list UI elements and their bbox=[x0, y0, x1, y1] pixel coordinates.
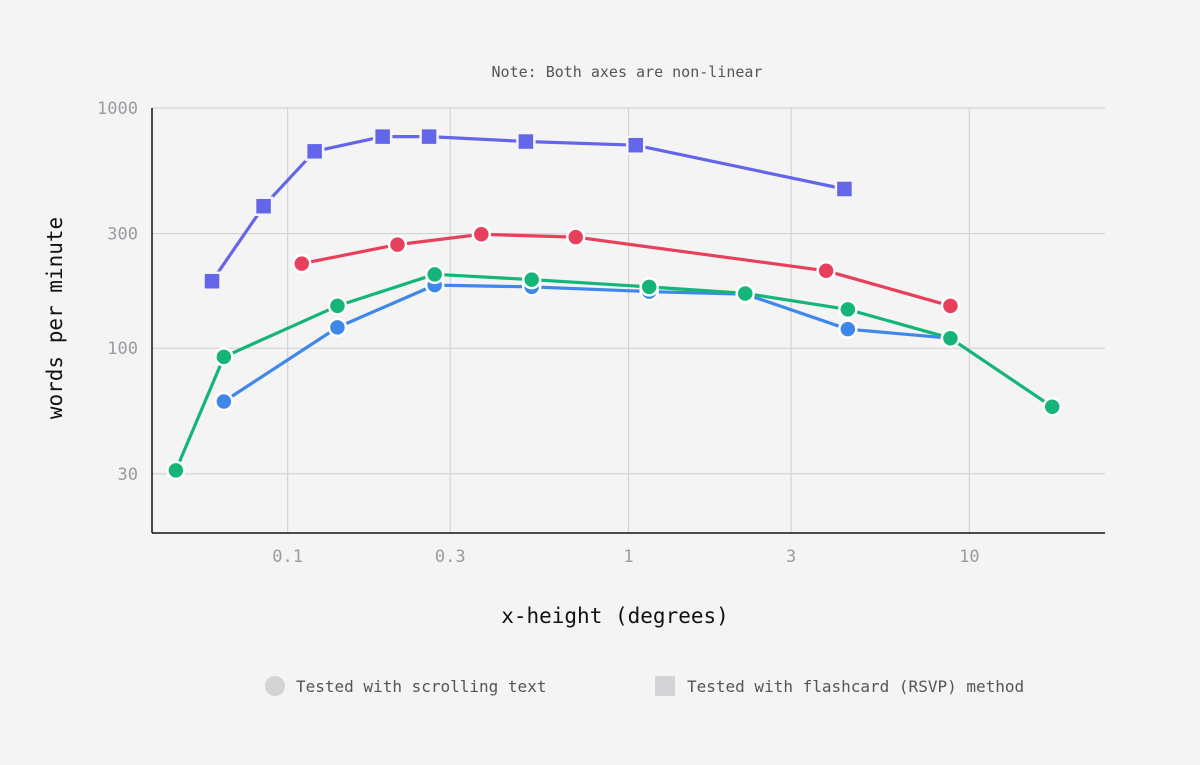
data-point-circle bbox=[166, 460, 186, 481]
tick-labels: 30 100 300 1000 0.1 0.3 1 3 10 bbox=[97, 99, 980, 567]
data-point-circle bbox=[424, 264, 445, 285]
series-1 bbox=[202, 126, 855, 291]
legend-label: Tested with flashcard (RSVP) method bbox=[687, 677, 1024, 696]
x-tick-label: 3 bbox=[786, 547, 796, 567]
legend-item-square: Tested with flashcard (RSVP) method bbox=[655, 676, 1024, 696]
data-point-circle bbox=[327, 296, 348, 316]
data-point-square bbox=[253, 196, 274, 216]
data-point-square bbox=[419, 126, 439, 147]
y-axis-title: words per minute bbox=[43, 217, 67, 419]
data-point-circle bbox=[940, 296, 961, 316]
series-2 bbox=[292, 224, 961, 316]
data-point-circle bbox=[940, 328, 961, 348]
series-4 bbox=[166, 264, 1062, 481]
data-point-square bbox=[625, 135, 646, 155]
series-3 bbox=[214, 275, 961, 412]
data-point-circle bbox=[327, 317, 348, 338]
series-line bbox=[300, 232, 953, 308]
y-tick-label: 100 bbox=[107, 339, 138, 359]
legend-square-icon bbox=[655, 676, 675, 696]
x-tick-label: 10 bbox=[959, 547, 979, 567]
data-point-circle bbox=[292, 253, 312, 274]
data-point-circle bbox=[214, 347, 234, 367]
data-point-circle bbox=[214, 391, 234, 412]
x-tick-label: 0.3 bbox=[435, 547, 466, 567]
data-point-circle bbox=[838, 299, 858, 320]
data-point-circle bbox=[639, 277, 659, 297]
data-point-circle bbox=[1042, 397, 1062, 417]
data-point-square bbox=[834, 179, 855, 199]
y-tick-label: 300 bbox=[107, 225, 138, 245]
chart-note: Note: Both axes are non-linear bbox=[492, 63, 763, 81]
data-point-circle bbox=[387, 234, 408, 255]
y-tick-label: 30 bbox=[118, 465, 138, 485]
data-point-square bbox=[516, 131, 536, 152]
series-line bbox=[174, 272, 1054, 472]
legend: Tested with scrolling text Tested with fl… bbox=[265, 676, 1024, 696]
data-point-circle bbox=[565, 227, 586, 247]
x-axis-title: x-height (degrees) bbox=[501, 604, 729, 628]
series-group bbox=[166, 126, 1062, 481]
legend-item-circle: Tested with scrolling text bbox=[265, 676, 546, 696]
data-point-circle bbox=[816, 261, 836, 281]
grid-lines bbox=[152, 107, 1105, 533]
legend-circle-icon bbox=[265, 676, 285, 696]
data-point-circle bbox=[735, 283, 755, 304]
x-tick-label: 1 bbox=[623, 547, 633, 567]
data-point-square bbox=[372, 126, 393, 147]
axes bbox=[151, 108, 1105, 534]
series-line bbox=[222, 283, 953, 404]
data-point-circle bbox=[521, 269, 542, 290]
x-tick-label: 0.1 bbox=[272, 547, 303, 567]
data-point-circle bbox=[471, 224, 492, 245]
data-point-square bbox=[202, 271, 222, 291]
y-tick-label: 1000 bbox=[97, 99, 138, 119]
data-point-circle bbox=[838, 319, 858, 339]
legend-label: Tested with scrolling text bbox=[296, 677, 546, 696]
data-point-square bbox=[304, 141, 325, 162]
